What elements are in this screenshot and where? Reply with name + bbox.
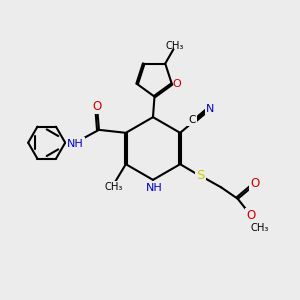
Text: O: O: [246, 209, 256, 222]
Text: NH: NH: [146, 183, 163, 193]
Text: O: O: [93, 100, 102, 113]
Text: S: S: [196, 169, 205, 182]
Text: CH₃: CH₃: [105, 182, 123, 193]
Text: N: N: [206, 104, 215, 114]
Text: O: O: [172, 79, 181, 89]
Text: C: C: [188, 116, 196, 125]
Text: CH₃: CH₃: [250, 223, 269, 233]
Text: CH₃: CH₃: [166, 41, 184, 51]
Text: NH: NH: [67, 139, 84, 148]
Text: O: O: [250, 177, 260, 190]
